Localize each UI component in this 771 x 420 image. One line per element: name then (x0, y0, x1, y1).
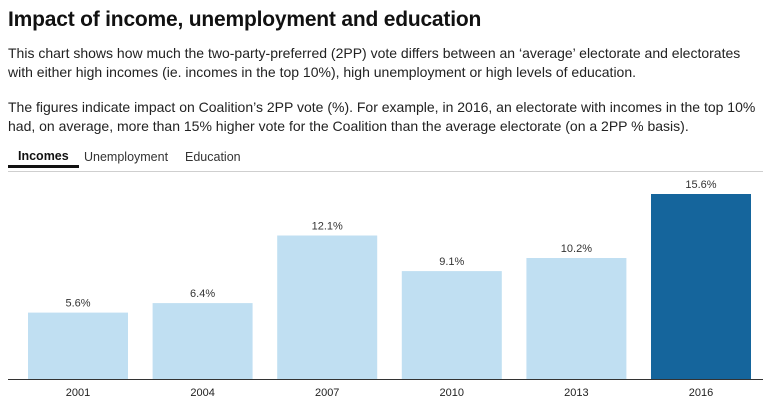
tab-unemployment[interactable]: Unemployment (74, 142, 178, 168)
tab-education[interactable]: Education (175, 142, 251, 168)
bar-2010[interactable] (401, 271, 502, 379)
value-label-2016: 15.6% (685, 179, 716, 191)
bar-2007[interactable] (277, 235, 378, 380)
bar-2004[interactable] (152, 303, 253, 379)
bar-2013[interactable] (526, 258, 627, 379)
tab-incomes[interactable]: Incomes (8, 142, 79, 168)
value-label-2013: 10.2% (561, 243, 592, 255)
x-tick-label-2016: 2016 (689, 387, 713, 399)
chart-description: This chart shows how much the two-party-… (8, 45, 741, 80)
x-tick-label-2001: 2001 (66, 387, 90, 399)
bar-2001[interactable] (28, 312, 128, 379)
value-label-2007: 12.1% (312, 221, 343, 233)
tab-bar: Incomes Unemployment Education (8, 142, 763, 172)
x-tick-label-2007: 2007 (315, 387, 339, 399)
chart-explanation: The figures indicate impact on Coalition… (8, 99, 756, 134)
x-tick-label-2004: 2004 (190, 387, 214, 399)
x-tick-label-2013: 2013 (564, 387, 588, 399)
value-label-2004: 6.4% (190, 288, 215, 300)
chart-title: Impact of income, unemployment and educa… (8, 8, 482, 31)
value-label-2001: 5.6% (65, 298, 90, 310)
bar-2016[interactable] (651, 194, 751, 379)
x-tick-label-2010: 2010 (440, 387, 464, 399)
value-label-2010: 9.1% (439, 256, 464, 268)
bar-chart: 5.6% 2001 6.4% 2004 12.1% 2007 9.1% 2010 10.2% 20… (8, 179, 763, 399)
